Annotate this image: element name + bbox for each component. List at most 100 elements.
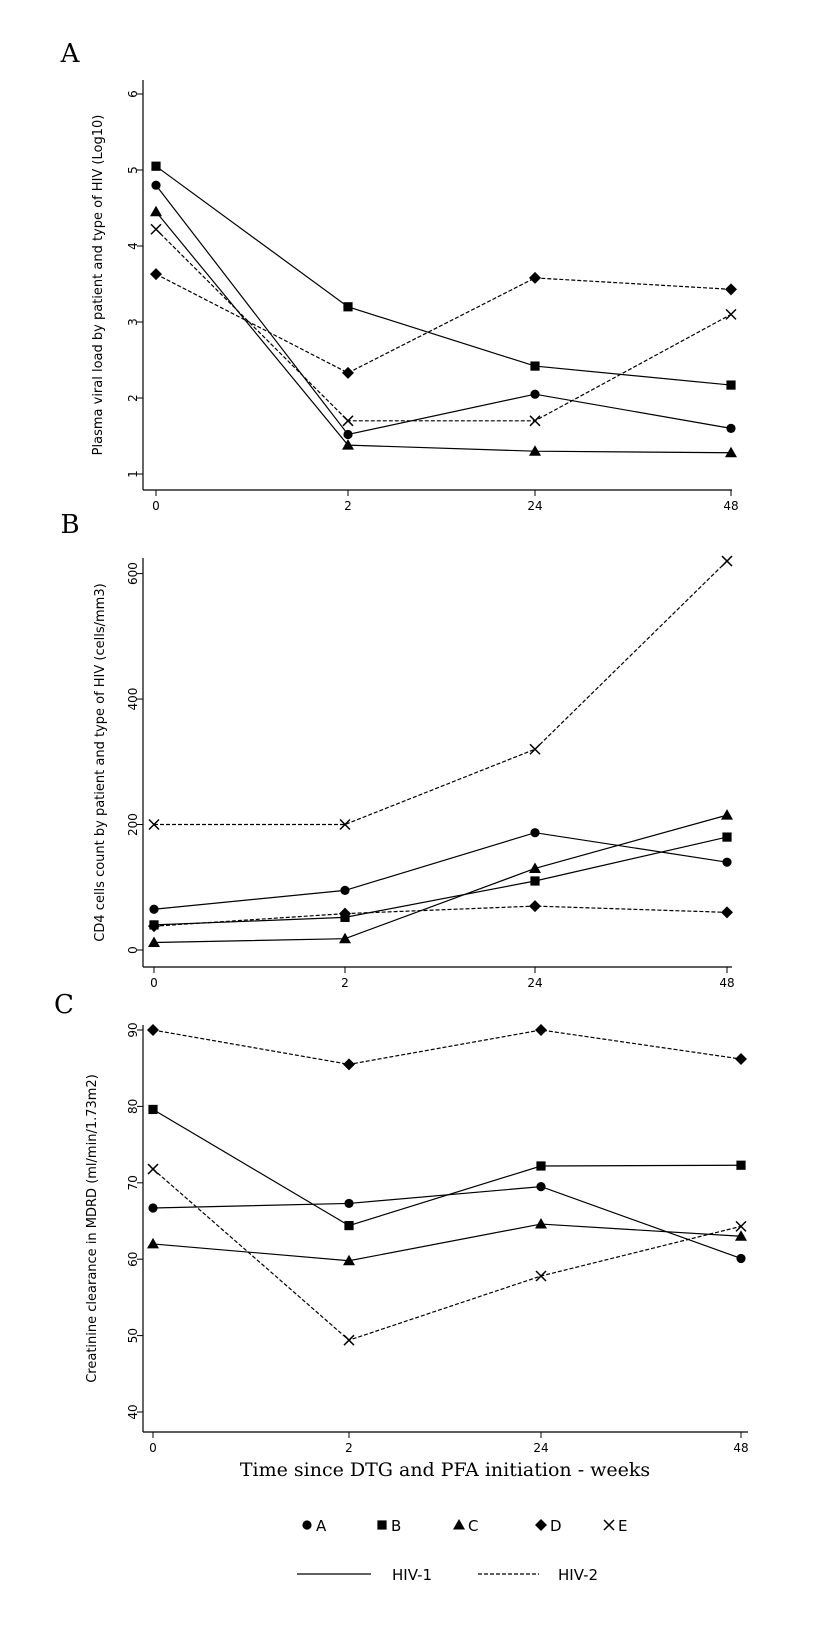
x-tick-label: 24 bbox=[527, 499, 542, 513]
data-point-e bbox=[529, 743, 541, 755]
data-point-e bbox=[725, 308, 737, 320]
legend-marker-a bbox=[302, 1520, 312, 1530]
data-point-b bbox=[722, 832, 732, 842]
series-line-e bbox=[152, 1168, 742, 1341]
series-line-a bbox=[152, 1186, 742, 1260]
y-tick-label: 70 bbox=[126, 1175, 140, 1190]
data-point-c bbox=[529, 862, 541, 873]
data-point-a bbox=[344, 1198, 354, 1209]
series-line-e bbox=[154, 560, 728, 826]
x-tick-label: 48 bbox=[719, 976, 734, 990]
data-point-d bbox=[721, 906, 733, 919]
series-line-b bbox=[152, 1108, 742, 1227]
data-point-c bbox=[148, 936, 160, 947]
series-d bbox=[147, 1024, 747, 1071]
data-point-e bbox=[147, 1163, 159, 1175]
legend-label-hiv-1: HIV-1 bbox=[392, 1566, 432, 1584]
data-point-e bbox=[342, 415, 354, 427]
data-point-b bbox=[736, 1160, 746, 1170]
data-point-a bbox=[530, 828, 540, 838]
data-point-d bbox=[339, 907, 351, 920]
x-tick-label: 48 bbox=[723, 499, 738, 513]
series-e bbox=[147, 1163, 747, 1346]
series-d bbox=[148, 900, 733, 933]
data-point-b bbox=[536, 1161, 546, 1171]
series-b bbox=[148, 1104, 746, 1231]
legend-marker-b bbox=[377, 1520, 387, 1530]
data-point-d bbox=[343, 1058, 355, 1071]
data-point-c bbox=[735, 1230, 747, 1241]
series-a bbox=[148, 1182, 746, 1264]
series-c bbox=[147, 1218, 747, 1266]
chart-panel-a: A 1 2 3 4 5 6 0 2 24 48 Plasma viral load by patien… bbox=[60, 39, 739, 513]
y-tick-label: 5 bbox=[126, 166, 140, 174]
data-point-a bbox=[536, 1182, 546, 1192]
data-point-e bbox=[343, 1334, 355, 1346]
data-point-e bbox=[535, 1270, 547, 1282]
series-line-a bbox=[155, 184, 732, 436]
y-tick-label: 50 bbox=[126, 1328, 140, 1343]
y-tick-label: 200 bbox=[126, 813, 140, 836]
panel-letter: B bbox=[60, 510, 79, 540]
data-point-d bbox=[725, 283, 737, 296]
x-tick-label: 48 bbox=[733, 1441, 748, 1455]
legend-label-c: C bbox=[468, 1517, 478, 1535]
data-point-a bbox=[530, 389, 540, 399]
data-point-b bbox=[151, 161, 161, 171]
chart-panel-b: B 0 200 400 600 0 2 24 48 CD4 cells count by pati… bbox=[60, 510, 734, 990]
series-a bbox=[149, 828, 732, 914]
data-point-c bbox=[339, 932, 351, 944]
y-tick-label: 80 bbox=[126, 1099, 140, 1114]
series-d bbox=[150, 268, 737, 379]
data-point-a bbox=[722, 857, 732, 867]
legend-marker-c bbox=[453, 1519, 465, 1530]
series-a bbox=[151, 180, 736, 440]
data-point-c bbox=[343, 1254, 355, 1266]
data-point-d bbox=[529, 271, 541, 284]
x-tick-label: 2 bbox=[341, 976, 349, 990]
legend-label-e: E bbox=[618, 1517, 627, 1535]
data-point-d bbox=[148, 920, 160, 933]
x-tick-label: 0 bbox=[149, 1441, 157, 1455]
series-line-d bbox=[155, 273, 732, 374]
legend-label-hiv-2: HIV-2 bbox=[558, 1566, 598, 1584]
y-tick-label: 3 bbox=[126, 318, 140, 326]
x-tick-label: 24 bbox=[527, 976, 542, 990]
data-point-c bbox=[150, 205, 162, 217]
x-tick-label: 2 bbox=[344, 499, 352, 513]
data-point-a bbox=[340, 885, 350, 896]
series-line-c bbox=[152, 1223, 742, 1262]
data-point-e bbox=[150, 223, 162, 235]
y-tick-label: 90 bbox=[126, 1022, 140, 1037]
data-point-a bbox=[726, 423, 736, 433]
data-point-b bbox=[530, 361, 540, 371]
data-point-d bbox=[342, 366, 354, 379]
series-e bbox=[150, 223, 737, 427]
panel-letter: A bbox=[60, 39, 81, 69]
series-c bbox=[148, 809, 733, 947]
y-axis-label: Plasma viral load by patient and type of… bbox=[91, 115, 106, 456]
legend: A B C D E HIV-1 HIV-2 bbox=[297, 1517, 627, 1584]
legend-label-a: A bbox=[316, 1517, 327, 1535]
data-point-c bbox=[721, 809, 733, 820]
series-line-c bbox=[155, 211, 732, 454]
data-point-b bbox=[344, 1220, 354, 1231]
x-tick-label: 0 bbox=[150, 976, 158, 990]
y-tick-label: 4 bbox=[126, 242, 140, 250]
data-point-e bbox=[735, 1220, 747, 1232]
y-tick-label: 6 bbox=[126, 90, 140, 98]
legend-label-b: B bbox=[391, 1517, 401, 1535]
data-point-d bbox=[529, 900, 541, 913]
data-point-c bbox=[529, 445, 541, 456]
data-point-a bbox=[151, 180, 161, 190]
data-point-a bbox=[736, 1253, 746, 1264]
y-tick-label: 600 bbox=[126, 562, 140, 585]
y-tick-label: 400 bbox=[126, 688, 140, 711]
panel-letter: C bbox=[54, 990, 74, 1020]
series-line-c bbox=[153, 814, 728, 944]
y-tick-label: 2 bbox=[126, 394, 140, 402]
data-point-c bbox=[342, 439, 354, 450]
data-point-c bbox=[535, 1218, 547, 1229]
legend-label-d: D bbox=[550, 1517, 562, 1535]
